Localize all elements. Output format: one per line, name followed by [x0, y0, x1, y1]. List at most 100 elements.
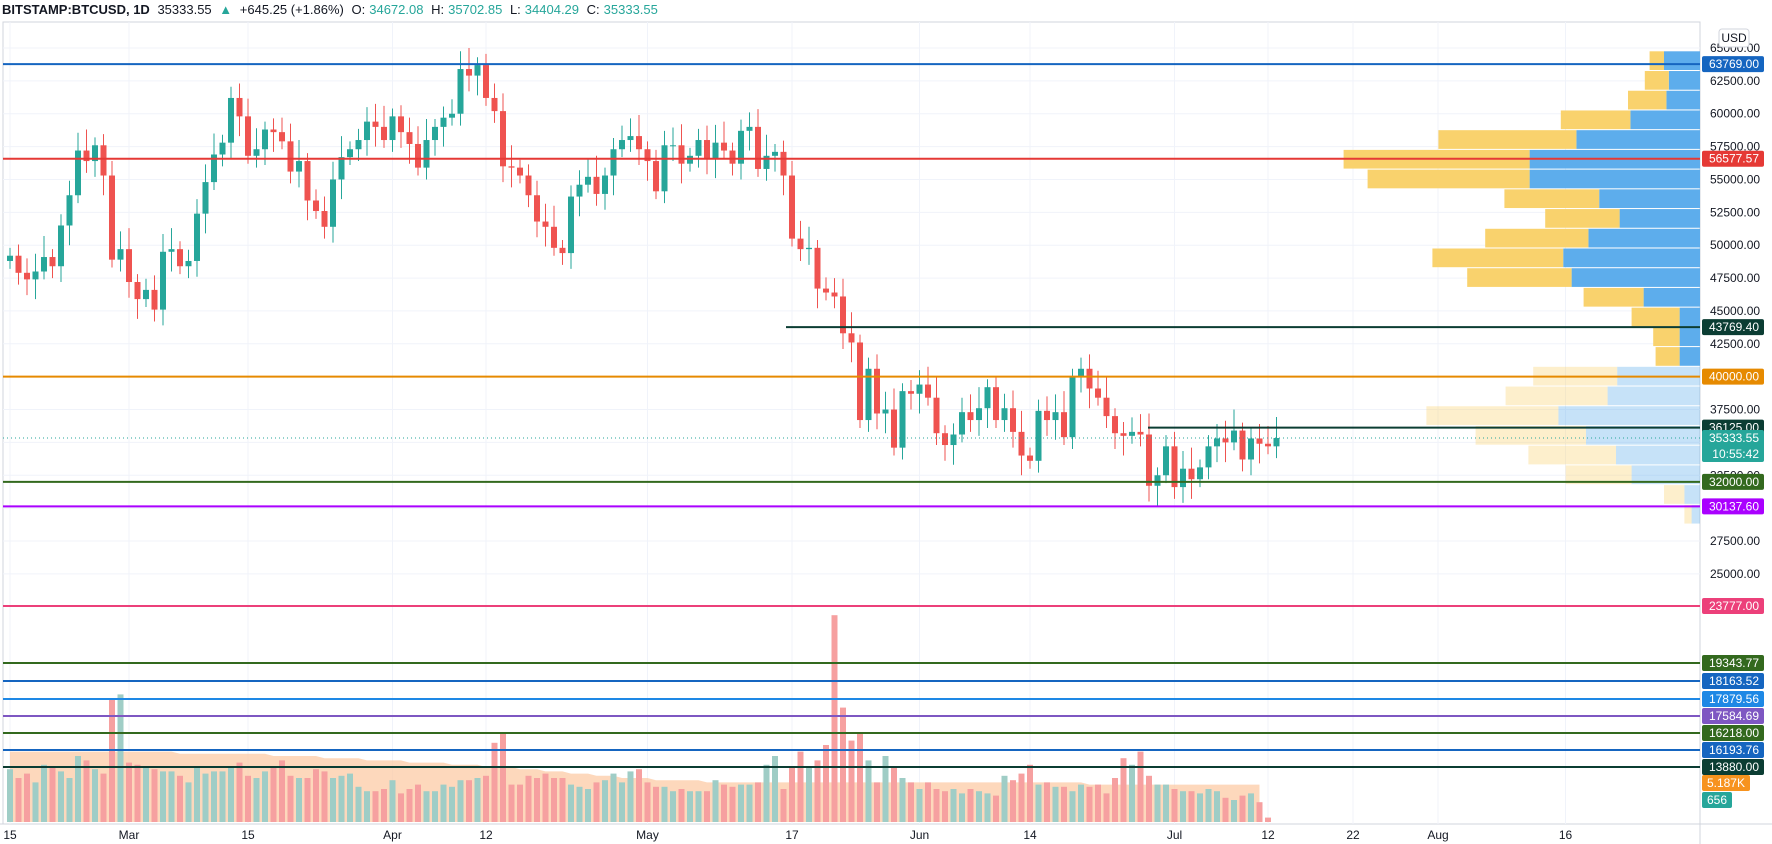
profile-bar-up	[1588, 228, 1700, 248]
volume-bar	[211, 771, 217, 822]
y-tick-label: 27500.00	[1710, 534, 1760, 548]
x-tick-label: Mar	[119, 828, 140, 842]
candle-body	[296, 161, 302, 172]
volume-bar	[1018, 773, 1025, 822]
profile-bar-down	[1565, 465, 1632, 485]
candle-body	[993, 387, 999, 421]
candle-body	[75, 150, 81, 196]
candle-body	[593, 176, 600, 194]
volume-bar	[1248, 793, 1254, 822]
volume-bar	[143, 767, 149, 822]
level-label: 43769.40	[1709, 320, 1759, 334]
volume-bar	[24, 773, 30, 822]
volume-bar	[1001, 775, 1008, 822]
profile-bar-down	[1432, 248, 1564, 268]
profile-bar-down	[1631, 307, 1680, 327]
profile-bar-down	[1664, 485, 1685, 504]
candle-body	[355, 140, 362, 150]
candle-body	[797, 238, 804, 250]
candle-body	[1035, 410, 1042, 461]
profile-bar-down	[1655, 347, 1680, 366]
volume-bar	[1112, 778, 1118, 822]
candle-body	[66, 195, 73, 226]
profile-bar-up	[1529, 169, 1700, 189]
profile-bar-down	[1649, 51, 1664, 70]
candle-body	[483, 65, 489, 98]
open-value: 34672.08	[369, 2, 424, 17]
y-tick-label: 47500.00	[1710, 271, 1760, 285]
volume-bar	[177, 775, 183, 822]
x-tick-label: 22	[1346, 828, 1360, 842]
open-label: O:	[351, 2, 366, 17]
candle-body	[287, 141, 294, 172]
volume-bar	[160, 771, 166, 822]
candle-body	[1044, 410, 1050, 421]
volume-bar	[1103, 793, 1110, 822]
volume-bar	[644, 782, 651, 822]
volume-bar	[1120, 758, 1127, 822]
volume-bar	[168, 771, 175, 822]
candle-body	[219, 142, 226, 155]
level-label: 56577.57	[1709, 152, 1759, 166]
candle-body	[83, 150, 90, 162]
candle-body	[942, 433, 948, 446]
candle-body	[610, 149, 617, 176]
level-label: 63769.00	[1709, 57, 1759, 71]
candle-body	[534, 195, 540, 222]
time-axis[interactable]: 15 Mar 15 Apr 12 May 17 Jun 14 Jul 12 22 Aug 16	[3, 828, 1572, 842]
candle-body	[168, 249, 175, 252]
volume-bar	[1086, 786, 1093, 822]
candle-body	[321, 211, 328, 227]
profile-bar-up	[1679, 347, 1700, 366]
volume-bar	[508, 784, 515, 822]
volume-bar	[865, 760, 872, 822]
candle-body	[746, 126, 753, 131]
volume-bar	[619, 782, 625, 822]
candle-body	[245, 116, 251, 156]
volume-bar	[925, 782, 931, 822]
candle-body	[1205, 446, 1212, 468]
candle-body	[823, 288, 829, 293]
volume-bar	[92, 769, 98, 822]
volume-label-bg	[1702, 792, 1732, 808]
candle-body	[1001, 408, 1008, 421]
volume-bar	[49, 767, 56, 822]
volume-bar	[1222, 797, 1229, 822]
volume-ma-label-bg	[1702, 775, 1750, 791]
level-label: 19343.77	[1709, 656, 1759, 670]
candle-body	[228, 97, 234, 143]
volume-bar	[1061, 786, 1067, 822]
x-tick-label: Jun	[910, 828, 929, 842]
candle-body	[1188, 468, 1195, 480]
candlesticks	[7, 48, 1280, 506]
volume-bar	[678, 789, 685, 822]
profile-bar-down	[1504, 189, 1600, 209]
candle-body	[347, 149, 353, 158]
volume-bar	[313, 769, 319, 822]
volume-bar	[721, 784, 727, 822]
symbol-title[interactable]: BITSTAMP:BTCUSD, 1D	[2, 2, 150, 17]
candle-body	[1112, 416, 1118, 434]
volume-bar	[466, 780, 472, 822]
candle-body	[202, 182, 209, 214]
candle-body	[1239, 430, 1246, 460]
volume-bar	[185, 782, 192, 822]
candle-body	[466, 69, 472, 76]
candle-body	[619, 140, 625, 150]
candle-body	[585, 176, 591, 185]
candle-body	[500, 111, 506, 167]
volume-bar	[1188, 791, 1195, 822]
x-tick-label: 12	[1261, 828, 1275, 842]
profile-bar-down	[1545, 209, 1620, 228]
profile-bar-down	[1653, 327, 1680, 347]
volume-panel	[7, 615, 1271, 822]
candle-body	[41, 257, 47, 272]
close-value: 35333.55	[603, 2, 658, 17]
candle-body	[1248, 438, 1254, 460]
profile-bar-down	[1505, 386, 1608, 406]
price-axis[interactable]: 25000.0027500.0030000.0032500.0035000.00…	[1710, 41, 1760, 581]
candle-body	[908, 391, 914, 394]
currency-badge[interactable]: USD	[1718, 28, 1750, 48]
candle-body	[1222, 438, 1229, 443]
